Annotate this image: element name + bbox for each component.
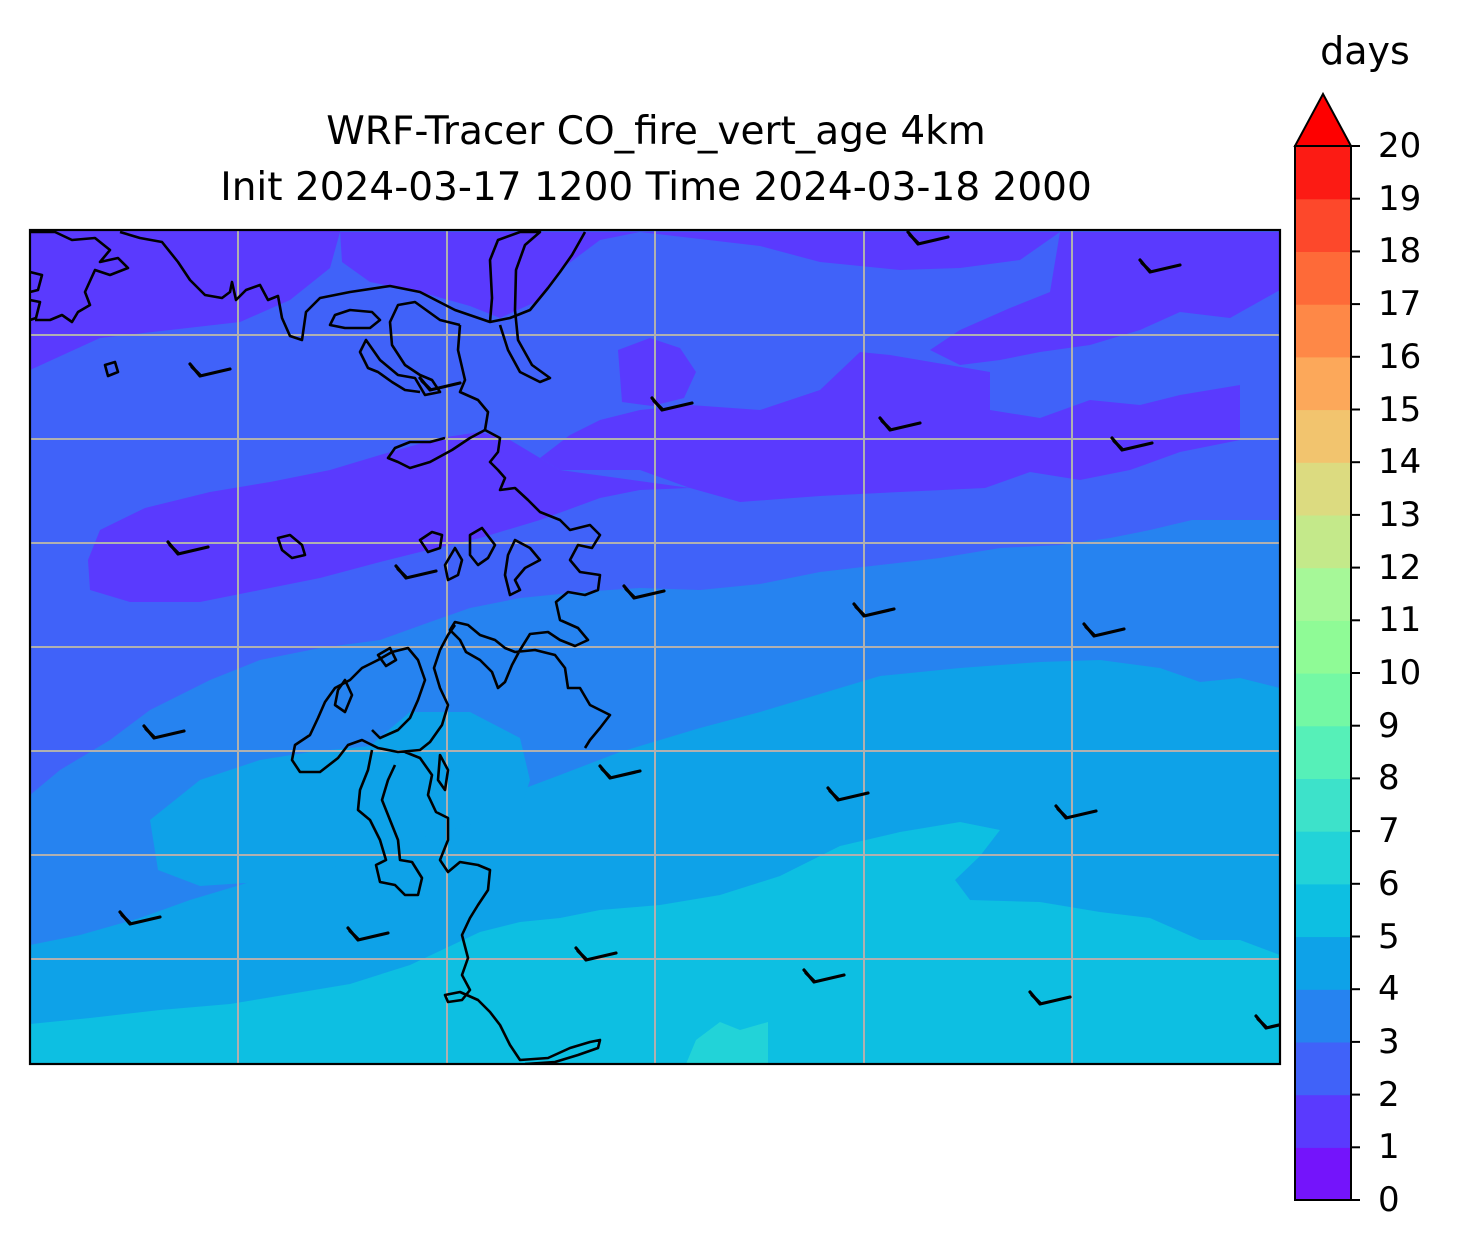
colorbar-segment <box>1295 409 1351 463</box>
wind-barb <box>802 968 846 984</box>
wind-barb <box>574 946 618 962</box>
wind-barbs <box>118 230 1280 1030</box>
colorbar-tick-label: 0 <box>1378 1180 1400 1220</box>
colorbar-segment <box>1295 462 1351 516</box>
colorbar-segment <box>1295 251 1351 305</box>
colorbar-segment <box>1295 936 1351 990</box>
colorbar-tick-label: 19 <box>1378 178 1422 219</box>
colorbar-tick-label: 2 <box>1378 1074 1400 1115</box>
coastline-north <box>30 230 587 431</box>
map-title: WRF-Tracer CO_fire_vert_age 4km Init 202… <box>30 104 1282 216</box>
colorbar-unit-label: days <box>1320 29 1410 73</box>
colorbar-segment <box>1295 1147 1351 1201</box>
colorbar-segment <box>1295 304 1351 358</box>
colorbar-segment <box>1295 883 1351 938</box>
contour-band-b5_6 <box>686 1022 768 1064</box>
colorbar-extend-arrow <box>1293 91 1353 147</box>
title-line-2: Init 2024-03-17 1200 Time 2024-03-18 200… <box>220 165 1092 210</box>
colorbar-tick-label: 18 <box>1378 231 1422 272</box>
colorbar-segment <box>1295 198 1351 252</box>
colorbar-segment <box>1295 673 1351 727</box>
map-frame <box>28 228 1282 1066</box>
wind-barb <box>906 230 950 246</box>
wind-barb <box>598 764 642 780</box>
contour-band-lt1 <box>930 232 1280 365</box>
colorbar-tick-label: 16 <box>1378 336 1422 377</box>
wind-barb <box>1054 804 1098 820</box>
contour-band-b3_4 <box>150 712 530 886</box>
wind-barb <box>1110 436 1154 452</box>
coastline-south-bay <box>290 624 602 1064</box>
coastlines <box>30 230 612 1064</box>
colorbar-segment <box>1295 1041 1351 1096</box>
colorbar-segment <box>1295 725 1351 779</box>
colorbar-segment <box>1295 831 1351 885</box>
colorbar-tick-label: 17 <box>1378 284 1422 325</box>
wind-barb <box>346 926 390 942</box>
coastline-peninsula <box>358 300 612 749</box>
colorbar-segment <box>1295 989 1351 1043</box>
colorbar-tick-label: 12 <box>1378 547 1422 588</box>
colorbar-tick-label: 14 <box>1378 442 1422 483</box>
wind-barb <box>166 540 210 556</box>
wind-barb <box>852 602 896 618</box>
wind-barb <box>188 362 232 378</box>
colorbar-tick-label: 13 <box>1378 494 1422 535</box>
colorbar-segment <box>1295 620 1351 674</box>
colorbar-segment <box>1295 567 1351 621</box>
wind-barb <box>118 910 162 926</box>
wind-barb <box>622 584 666 600</box>
wind-barb <box>142 724 186 740</box>
wind-barb <box>1138 258 1182 274</box>
colorbar-tick-label: 1 <box>1378 1127 1400 1168</box>
colorbar-tick-label: 9 <box>1378 705 1400 746</box>
colorbar-segment <box>1295 514 1351 569</box>
colorbar-tick-label: 5 <box>1378 916 1400 957</box>
wind-barb <box>1082 622 1126 638</box>
contour-band-lt1 <box>618 338 696 406</box>
colorbar-tick-label: 20 <box>1378 126 1422 166</box>
wind-barb <box>394 564 438 580</box>
colorbar-tick-label: 3 <box>1378 1021 1400 1062</box>
colorbar-tick-label: 7 <box>1378 811 1400 852</box>
colorbar <box>1293 91 1360 1201</box>
wind-barb <box>650 396 694 412</box>
colorbar-segment <box>1295 778 1351 832</box>
wind-barb <box>826 786 870 802</box>
colorbar-segment <box>1295 356 1351 411</box>
wind-barb <box>878 416 922 432</box>
colorbar-segment <box>1295 146 1351 200</box>
colorbar-segment <box>1295 1094 1351 1148</box>
colorbar-tick-label: 15 <box>1378 389 1422 430</box>
colorbar-tick-label: 11 <box>1378 600 1422 641</box>
colorbar-tick-label: 10 <box>1378 653 1422 693</box>
title-line-1: WRF-Tracer CO_fire_vert_age 4km <box>326 109 986 154</box>
colorbar-tick-label: 6 <box>1378 863 1400 904</box>
coastline-islands <box>103 308 542 792</box>
colorbar-tick-label: 8 <box>1378 758 1400 799</box>
map-plot-area <box>30 230 1280 1064</box>
colorbar-tick-label: 4 <box>1378 969 1400 1010</box>
wind-barb <box>1028 990 1072 1006</box>
wind-barb <box>418 376 462 392</box>
wind-barb <box>1254 1014 1280 1030</box>
contour-band-lt1 <box>30 230 1060 318</box>
map-gridlines <box>30 230 1280 1064</box>
